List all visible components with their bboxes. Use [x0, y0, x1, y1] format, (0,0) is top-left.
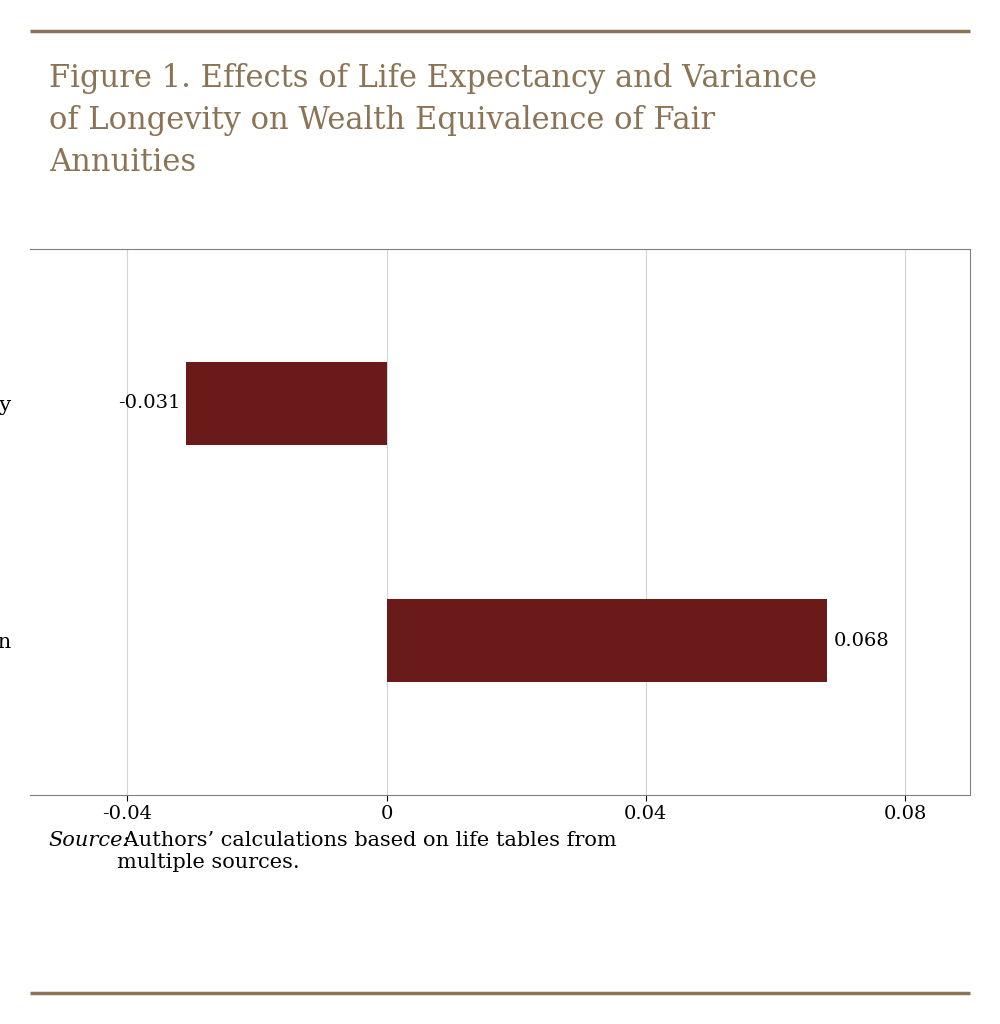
- Text: Authors’ calculations based on life tables from
multiple sources.: Authors’ calculations based on life tabl…: [117, 830, 617, 871]
- Text: -0.031: -0.031: [118, 394, 180, 413]
- Bar: [186, 361, 387, 444]
- Text: 0.068: 0.068: [834, 632, 890, 649]
- Text: Figure 1. Effects of Life Expectancy and Variance
of Longevity on Wealth Equival: Figure 1. Effects of Life Expectancy and…: [49, 63, 817, 178]
- Bar: [387, 599, 827, 682]
- Text: Source:: Source:: [49, 830, 130, 850]
